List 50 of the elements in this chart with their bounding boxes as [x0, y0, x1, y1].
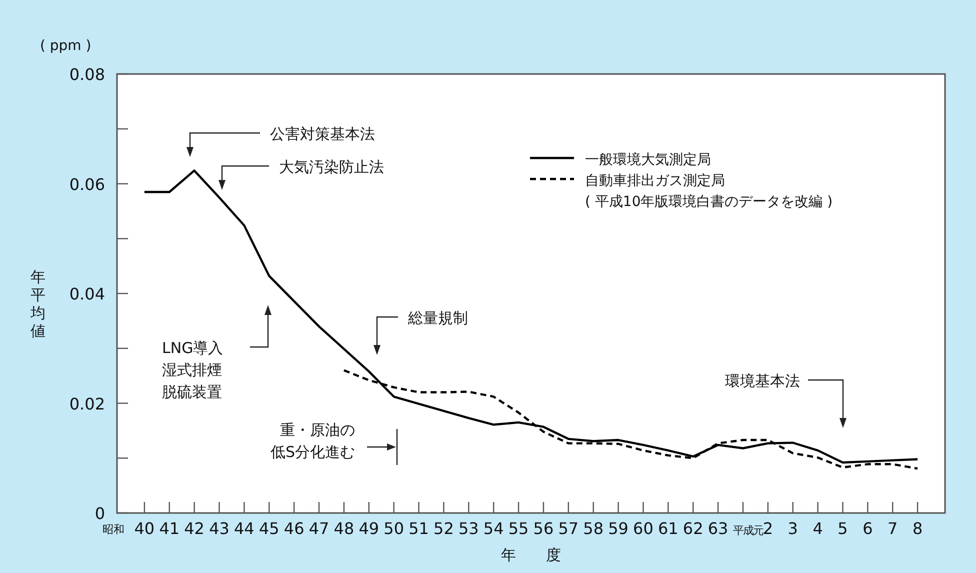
x-tick-label: 45 — [258, 519, 280, 538]
y-tick-label: 0.08 — [69, 65, 105, 84]
x-tick-label: 47 — [308, 519, 330, 538]
x-tick-label: 63 — [708, 519, 728, 538]
y-axis-title: 年平均値 — [30, 268, 46, 340]
x-tick-label: 8 — [912, 519, 923, 538]
x-tick-label: 42 — [184, 519, 204, 538]
x-tick-label: 40 — [134, 519, 155, 538]
y-tick-label: 0.06 — [69, 174, 105, 194]
x-tick-label: 62 — [682, 519, 704, 538]
annotation: 重・原油の低S分化進む — [270, 421, 355, 461]
annotation: 公害対策基本法 — [270, 125, 375, 143]
y-tick-label: 0.04 — [69, 284, 105, 304]
x-tick-label: 43 — [209, 519, 230, 538]
annotation: 大気汚染防止法 — [279, 158, 384, 176]
x-tick-label: 51 — [408, 519, 429, 538]
x-tick-label: 6 — [862, 519, 873, 538]
legend-label: 自動車排出ガス測定局 — [585, 173, 725, 189]
annotation: LNG導入湿式排煙脱硫装置 — [162, 339, 224, 401]
x-tick-label: 57 — [558, 519, 579, 538]
x-tick-label: 52 — [434, 519, 454, 538]
x-tick-label: 56 — [533, 519, 554, 538]
x-tick-label: 50 — [384, 519, 404, 538]
x-tick-label: 49 — [358, 519, 380, 538]
annotation: 総量規制 — [407, 309, 468, 327]
annotation: ( 平成10年版環境白書のデータを改編 ) — [585, 194, 833, 210]
annotation: 環境基本法 — [725, 372, 800, 390]
x-tick-label: 54 — [483, 519, 504, 538]
x-tick-label: 7 — [888, 519, 898, 538]
x-tick-label: 2 — [762, 519, 774, 538]
x-tick-label: 53 — [458, 519, 479, 538]
y-tick-label: 0.02 — [69, 394, 105, 414]
x-tick-label: 平成元 — [732, 524, 764, 537]
legend-label: 一般環境大気測定局 — [585, 152, 711, 168]
x-tick-label: 58 — [583, 519, 604, 538]
x-tick-label: 4 — [812, 519, 823, 538]
x-tick-label: 55 — [508, 519, 529, 538]
text: 昭和 — [102, 523, 124, 536]
x-axis-title: 年 度 — [501, 546, 561, 564]
x-tick-label: 5 — [838, 519, 848, 538]
x-tick-label: 59 — [608, 519, 628, 538]
x-tick-label: 3 — [788, 519, 798, 538]
text: ( ppm ) — [40, 38, 92, 54]
x-tick-label: 41 — [159, 519, 180, 538]
x-tick-label: 60 — [633, 519, 654, 538]
y-tick-label: 0 — [94, 504, 105, 523]
x-tick-label: 44 — [234, 519, 254, 538]
x-tick-label: 48 — [334, 519, 354, 538]
x-tick-label: 61 — [658, 519, 678, 538]
x-tick-label: 46 — [284, 519, 304, 538]
